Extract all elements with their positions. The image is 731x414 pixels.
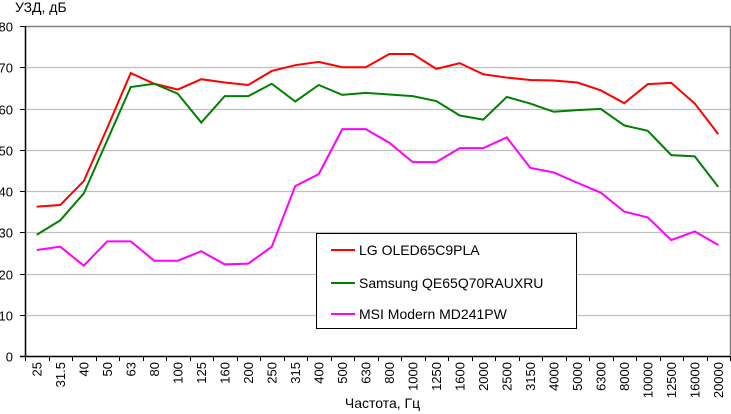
x-tick-label: 10000 <box>640 362 655 398</box>
x-tick-label: 80 <box>147 362 162 376</box>
legend-item-msi: MSI Modern MD241PW <box>331 305 507 323</box>
legend-item-samsung: Samsung QE65Q70RAUXRU <box>331 274 543 292</box>
gridlines <box>25 66 730 317</box>
legend-swatch-lg <box>331 249 355 251</box>
x-tick-label: 40 <box>76 362 91 376</box>
y-tick-label: 50 <box>0 144 13 159</box>
x-tick-label: 50 <box>100 362 115 376</box>
x-tick-label: 4000 <box>546 362 561 391</box>
x-tick-label: 160 <box>217 362 232 384</box>
y-tick-label: 30 <box>0 226 13 241</box>
x-tick-label: 6300 <box>593 362 608 391</box>
legend-swatch-msi <box>331 313 355 315</box>
y-tick-label: 40 <box>0 185 13 200</box>
x-tick-label: 315 <box>288 362 303 384</box>
x-axis-ticks: 25 31.5 40 50 63 80 100 125 160 200 250 315 400 500 63… <box>25 356 731 398</box>
x-tick-label: 5000 <box>570 362 585 391</box>
x-tick-label: 16000 <box>687 362 702 398</box>
x-tick-label: 800 <box>382 362 397 384</box>
x-tick-label: 400 <box>311 362 326 384</box>
legend-label-samsung: Samsung QE65Q70RAUXRU <box>359 275 544 291</box>
legend-item-lg: LG OLED65C9PLA <box>331 241 480 259</box>
y-axis-ticks: 0 10 20 30 40 50 60 70 80 <box>0 20 25 365</box>
legend-label-lg: LG OLED65C9PLA <box>359 242 480 258</box>
x-tick-label: 31.5 <box>53 362 68 387</box>
x-axis-title: Частота, Гц <box>344 395 421 411</box>
x-tick-label: 8000 <box>617 362 632 391</box>
x-tick-label: 2500 <box>499 362 514 391</box>
x-tick-label: 20000 <box>711 362 726 398</box>
x-tick-label: 2000 <box>476 362 491 391</box>
x-tick-label: 250 <box>264 362 279 384</box>
y-tick-label: 70 <box>0 61 13 76</box>
x-tick-label: 500 <box>335 362 350 384</box>
x-tick-label: 125 <box>194 362 209 384</box>
x-tick-label: 1600 <box>452 362 467 391</box>
x-tick-label: 200 <box>241 362 256 384</box>
y-tick-label: 10 <box>0 309 13 324</box>
y-tick-label: 20 <box>0 268 13 283</box>
y-tick-label: 60 <box>0 103 13 118</box>
x-tick-label: 100 <box>170 362 185 384</box>
x-tick-label: 1250 <box>429 362 444 391</box>
series-line-2 <box>36 128 719 268</box>
series-line-1 <box>36 82 720 236</box>
y-tick-label: 80 <box>0 20 13 35</box>
series-lines <box>36 53 720 268</box>
x-tick-label: 63 <box>123 362 138 376</box>
x-tick-label: 3150 <box>523 362 538 391</box>
y-tick-label: 0 <box>6 350 13 365</box>
legend-swatch-samsung <box>331 282 355 284</box>
x-tick-label: 630 <box>358 362 373 384</box>
x-tick-label: 12500 <box>664 362 679 398</box>
x-tick-label: 25 <box>29 362 44 376</box>
legend-label-msi: MSI Modern MD241PW <box>359 306 507 322</box>
y-axis-title: УЗД, дБ <box>15 0 67 15</box>
series-line-0 <box>36 53 720 208</box>
legend: LG OLED65C9PLA Samsung QE65Q70RAUXRU MSI… <box>316 233 577 329</box>
x-tick-label: 1000 <box>405 362 420 391</box>
